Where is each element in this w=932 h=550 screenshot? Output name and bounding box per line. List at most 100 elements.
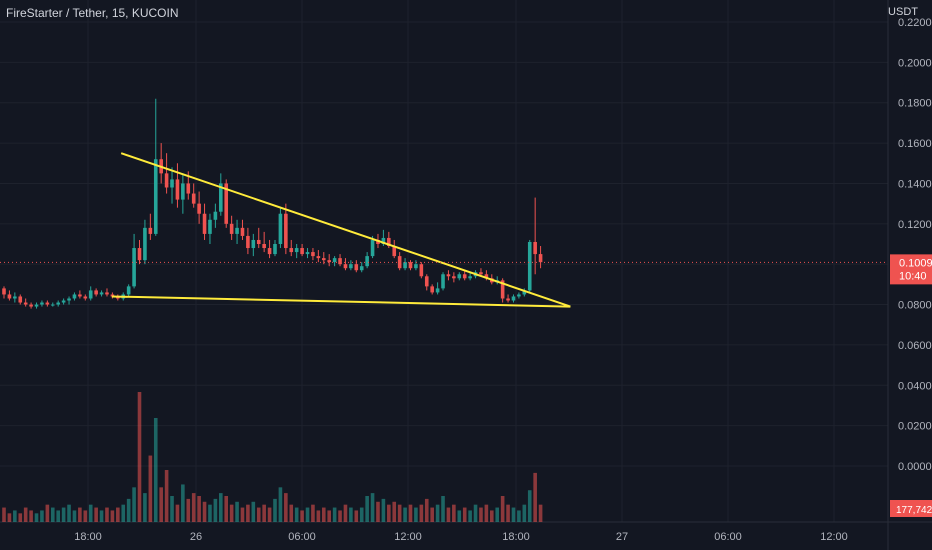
candle-body <box>143 227 147 261</box>
volume-bar <box>121 504 126 522</box>
candle-body <box>435 288 440 293</box>
volume-bar <box>506 504 510 522</box>
volume-bar <box>397 504 402 522</box>
volume-bar <box>511 507 516 522</box>
candle-body <box>511 296 516 301</box>
candle-body <box>517 294 521 297</box>
volume-bar <box>452 504 456 522</box>
candle-body <box>105 292 109 295</box>
volume-bar <box>78 507 82 522</box>
candle-body <box>88 290 93 299</box>
candle-body <box>538 254 543 263</box>
volume-bar <box>370 493 375 522</box>
volume-bar <box>126 498 131 522</box>
candle-body <box>387 237 391 247</box>
volume-bar <box>50 507 55 522</box>
candle-body <box>441 274 445 289</box>
volume-bar <box>83 510 88 522</box>
volume-bar <box>2 507 6 522</box>
candle-body <box>376 239 380 244</box>
candle-body <box>506 298 510 301</box>
volume-label: 177,742 <box>896 505 932 516</box>
volume-bar <box>159 487 163 522</box>
candle-body <box>50 304 55 306</box>
candle-body <box>137 248 142 261</box>
candle-body <box>267 248 272 255</box>
candle-body <box>468 276 472 279</box>
price-tick-label: 0.0000 <box>898 461 932 473</box>
candle-body <box>83 296 88 299</box>
volume-bar <box>468 510 472 522</box>
volume-bar <box>72 510 77 522</box>
volume-bar <box>191 493 196 522</box>
candle-body <box>94 290 98 295</box>
price-tick-label: 0.2200 <box>898 17 932 29</box>
volume-bar <box>462 507 467 522</box>
volume-bar <box>267 507 272 522</box>
candle-body <box>191 193 196 204</box>
volume-bar <box>29 510 33 522</box>
volume-bar <box>175 504 180 522</box>
candle-body <box>235 227 239 234</box>
candle-body <box>522 290 527 295</box>
volume-bar <box>446 507 451 522</box>
candle-body <box>408 262 413 269</box>
volume-bar <box>61 507 66 522</box>
candle-body <box>56 302 60 305</box>
volume-bar <box>533 472 537 522</box>
price-tick-label: 0.0400 <box>898 380 932 392</box>
volume-bar <box>294 507 299 522</box>
volume-bar <box>40 510 44 522</box>
volume-bar <box>105 507 109 522</box>
candle-body <box>284 213 288 249</box>
volume-bar <box>408 504 413 522</box>
volume-bar <box>18 513 23 522</box>
candle-body <box>457 274 462 279</box>
candle-body <box>365 256 369 267</box>
candle-body <box>500 280 505 299</box>
candle-body <box>45 302 50 305</box>
candle-body <box>153 159 158 234</box>
candle-body <box>213 211 218 220</box>
time-tick-label: 18:00 <box>502 531 530 543</box>
candle-body <box>321 258 326 261</box>
candle-body <box>13 296 17 299</box>
volume-bar <box>284 493 288 522</box>
price-tick-label: 0.0800 <box>898 300 932 312</box>
candle-body <box>202 213 207 234</box>
currency-label: USDT <box>888 6 918 18</box>
candle-body <box>305 252 310 255</box>
volume-bar <box>311 504 315 522</box>
countdown-label: 10:40 <box>899 270 927 282</box>
volume-bar <box>110 510 115 522</box>
candle-body <box>126 286 131 295</box>
time-tick-label: 06:00 <box>288 531 316 543</box>
candle-body <box>430 286 434 293</box>
candle-body <box>294 248 299 253</box>
time-tick-label: 06:00 <box>714 531 742 543</box>
candle-body <box>452 276 456 279</box>
candle-body <box>256 239 261 244</box>
candle-body <box>23 302 28 305</box>
candle-body <box>397 256 402 269</box>
symbol-title: FireStarter / Tether, 15, KUCOIN <box>6 6 179 20</box>
price-tick-label: 0.0600 <box>898 340 932 352</box>
candle-body <box>273 244 277 255</box>
volume-bar <box>495 507 500 522</box>
candle-body <box>414 264 418 269</box>
volume-bar <box>273 498 277 522</box>
candle-body <box>208 219 212 234</box>
volume-bar <box>430 507 434 522</box>
volume-label-box <box>890 500 932 517</box>
volume-bar <box>213 498 218 522</box>
volume-bar <box>99 510 104 522</box>
volume-bar <box>387 504 391 522</box>
price-tick-label: 0.0200 <box>898 421 932 433</box>
volume-bar <box>500 496 505 522</box>
candle-body <box>186 183 191 194</box>
volume-bar <box>289 504 294 522</box>
candle-body <box>72 294 77 299</box>
candle-body <box>18 296 23 303</box>
